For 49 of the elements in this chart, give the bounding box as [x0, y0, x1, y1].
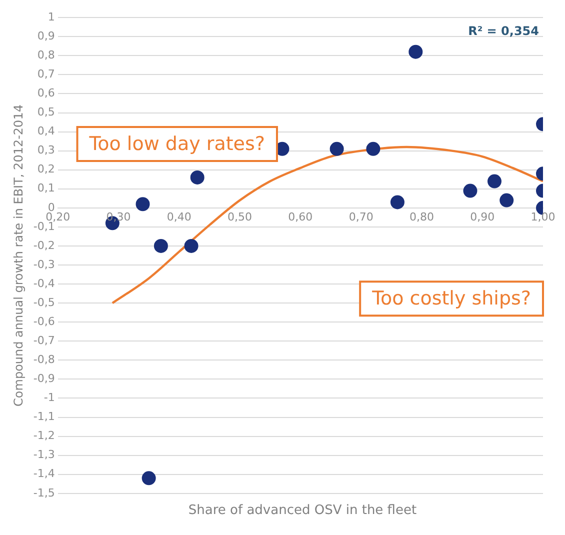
- y-tick-label: -0,8: [33, 353, 55, 366]
- y-tick-label: -1,2: [33, 429, 55, 442]
- y-tick-label: 0,7: [37, 68, 55, 81]
- point: [136, 197, 150, 212]
- y-tick-label: 0,5: [37, 106, 55, 119]
- y-tick-label: -1,4: [33, 467, 55, 480]
- y-tick-label: -0,9: [33, 372, 55, 386]
- y-tick-label: 0,6: [37, 86, 55, 100]
- x-tick-label: 0,40: [166, 210, 192, 224]
- y-tick-label: -1,1: [33, 410, 55, 424]
- annotation: Too low day rates?: [88, 132, 265, 155]
- point: [463, 184, 478, 198]
- x-tick-label: 1,00: [530, 210, 556, 224]
- annotation: R² = 0,354: [468, 24, 539, 38]
- y-tick-label: 1: [48, 10, 55, 24]
- point: [366, 142, 380, 156]
- point: [487, 174, 502, 188]
- point: [330, 142, 344, 156]
- x-tick-label: 0,70: [348, 210, 374, 224]
- point: [390, 195, 404, 210]
- y-tick-label: -1,5: [33, 486, 55, 500]
- x-tick-label: 0,30: [106, 210, 131, 224]
- y-tick-label: 0,4: [37, 124, 55, 138]
- y-tick-label: -0,3: [33, 258, 55, 271]
- x-tick-label: 0,60: [288, 210, 313, 224]
- point: [142, 471, 156, 486]
- y-tick-label: -0,5: [33, 296, 55, 309]
- y-tick-label: -1,3: [33, 448, 55, 462]
- y-tick-label: 0,2: [37, 162, 55, 176]
- point: [408, 44, 423, 59]
- x-axis-title: Share of advanced OSV in the fleet: [187, 503, 418, 518]
- x-tick-label: 0,50: [228, 210, 252, 224]
- point: [500, 193, 514, 208]
- y-tick-label: 0,9: [37, 29, 55, 42]
- y-tick-label: 0,8: [37, 48, 55, 62]
- x-tick-label: 0,90: [470, 210, 495, 224]
- y-tick-label: -1: [44, 391, 55, 404]
- point: [190, 170, 204, 184]
- point: [154, 238, 168, 253]
- y-tick-label: -0,4: [33, 276, 55, 290]
- y-tick-label: -0,6: [33, 314, 55, 328]
- y-tick-label: 0,1: [37, 182, 55, 195]
- y-tick-label: 0,3: [37, 144, 55, 157]
- y-tick-label: -0,7: [33, 334, 55, 348]
- y-tick-label: -0,2: [33, 238, 55, 252]
- y-axis-title: Compound annual growth rate in EBIT, 2012-2014: [11, 104, 26, 406]
- point: [184, 238, 198, 253]
- x-tick-label: 0,80: [409, 210, 434, 224]
- annotation: Too costly ships?: [371, 288, 532, 310]
